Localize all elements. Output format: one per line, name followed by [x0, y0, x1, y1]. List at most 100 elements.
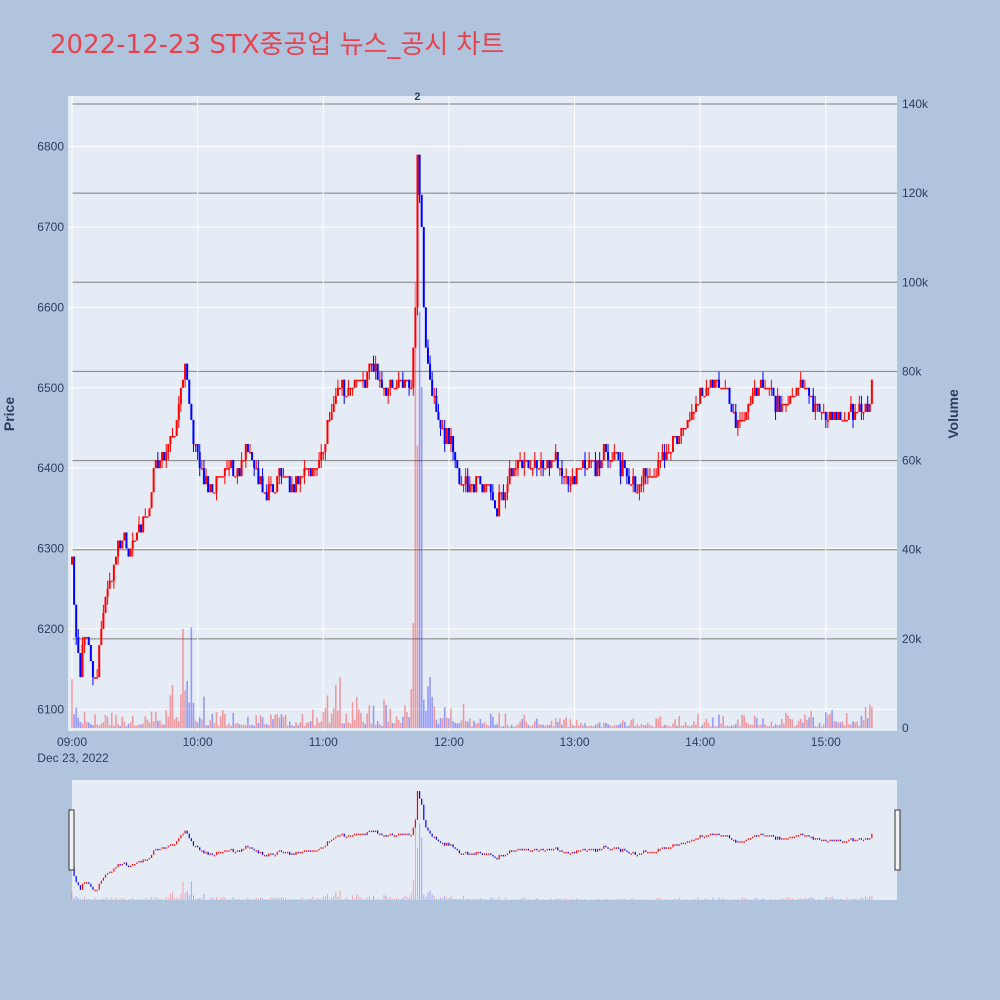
rangeslider-handle-left[interactable] — [68, 809, 75, 871]
candle-body — [810, 395, 813, 398]
volume-bar — [226, 725, 228, 728]
candle-body — [292, 484, 295, 493]
slider-candle — [163, 847, 165, 849]
slider-volume-bar — [504, 897, 506, 900]
slider-volume-bar — [209, 898, 211, 900]
slider-candle — [383, 835, 385, 837]
slider-candle — [831, 839, 833, 842]
slider-volume-bar — [865, 896, 867, 900]
rangeslider[interactable] — [72, 780, 897, 900]
slider-volume-bar — [448, 898, 450, 900]
slider-volume-bar — [456, 899, 458, 900]
candle-body — [607, 452, 610, 461]
volume-bar — [471, 726, 473, 728]
slider-volume-bar — [720, 899, 722, 900]
volume-bar — [841, 721, 844, 728]
candle-body — [749, 403, 752, 406]
volume-bar — [766, 725, 768, 728]
slider-volume-bar — [527, 899, 529, 900]
slider-volume-bar — [326, 894, 328, 900]
slider-candle — [745, 839, 747, 842]
slider-candle — [479, 851, 481, 854]
volume-bar — [119, 725, 121, 728]
slider-candle — [645, 850, 647, 852]
candle-body — [479, 476, 482, 485]
slider-candle — [360, 833, 362, 836]
volume-bar — [680, 725, 683, 728]
slider-candle — [823, 839, 825, 842]
candle-body — [426, 347, 429, 364]
candle-body — [87, 636, 90, 645]
candle-body — [625, 468, 628, 477]
slider-candle — [695, 838, 697, 840]
volume-bar — [125, 726, 128, 728]
slider-candle — [481, 853, 484, 855]
slider-candle — [328, 841, 331, 843]
candle-body — [755, 387, 758, 396]
volume-bar — [177, 721, 180, 728]
slider-candle — [138, 860, 140, 863]
slider-volume-bar — [498, 897, 500, 900]
y2-tick-label: 80k — [902, 364, 922, 378]
slider-volume-bar — [377, 898, 379, 900]
slider-candle — [320, 847, 322, 849]
candle-body — [770, 387, 773, 390]
slider-volume-bar — [406, 897, 408, 900]
volume-bar — [695, 724, 697, 728]
candle-body — [521, 460, 524, 469]
volume-bar — [573, 725, 576, 728]
volume-bar — [722, 716, 725, 728]
slider-volume-bar — [132, 897, 134, 900]
slider-candle — [605, 845, 607, 848]
volume-bar — [527, 724, 530, 728]
volume-bar — [219, 716, 222, 728]
volume-bar — [473, 720, 475, 728]
slider-candle — [697, 838, 699, 840]
candle-body — [659, 460, 662, 462]
slider-volume-bar — [854, 898, 856, 900]
volume-bar — [194, 720, 197, 728]
slider-volume-bar — [523, 897, 525, 900]
candle-body — [173, 436, 176, 438]
slider-candle — [760, 833, 762, 836]
volume-bar — [320, 721, 322, 728]
slider-volume-bar — [559, 898, 561, 900]
candle-body — [284, 476, 287, 478]
volume-bar — [464, 720, 467, 728]
candle-body — [512, 468, 515, 477]
volume-bar — [596, 723, 599, 728]
volume-bar — [634, 726, 637, 728]
volume-bar — [113, 725, 115, 728]
volume-bar — [621, 720, 624, 728]
slider-candle — [869, 838, 871, 840]
slider-candle — [829, 839, 831, 842]
candle-body — [638, 484, 641, 493]
slider-candle — [795, 835, 798, 837]
candle-body — [276, 476, 279, 493]
candle-body — [751, 395, 754, 404]
slider-volume-bar — [379, 899, 381, 900]
slider-volume-bar — [701, 899, 703, 900]
candle-body — [223, 468, 226, 477]
slider-volume-bar — [178, 898, 180, 900]
volume-bar — [295, 722, 297, 728]
slider-candle — [381, 833, 383, 836]
slider-volume-bar — [115, 897, 117, 900]
slider-candle — [213, 854, 215, 857]
slider-candle — [680, 842, 682, 845]
rangeslider-handle-right[interactable] — [894, 809, 901, 871]
candle-body — [424, 307, 427, 348]
slider-candle — [672, 844, 674, 848]
volume-bar — [244, 725, 247, 728]
slider-candle — [712, 833, 714, 836]
volume-bar — [263, 724, 266, 728]
volume-bars — [71, 283, 873, 728]
candle-body — [449, 436, 452, 445]
candle-body — [487, 484, 490, 486]
candle-body — [651, 476, 654, 478]
candle-body — [728, 387, 731, 404]
slider-candle — [184, 830, 186, 834]
candle-body — [311, 468, 314, 477]
candle-body — [244, 444, 247, 461]
slider-volume-bar — [207, 899, 209, 900]
